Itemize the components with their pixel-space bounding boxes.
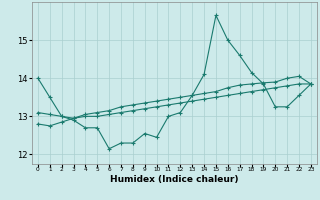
X-axis label: Humidex (Indice chaleur): Humidex (Indice chaleur) — [110, 175, 239, 184]
